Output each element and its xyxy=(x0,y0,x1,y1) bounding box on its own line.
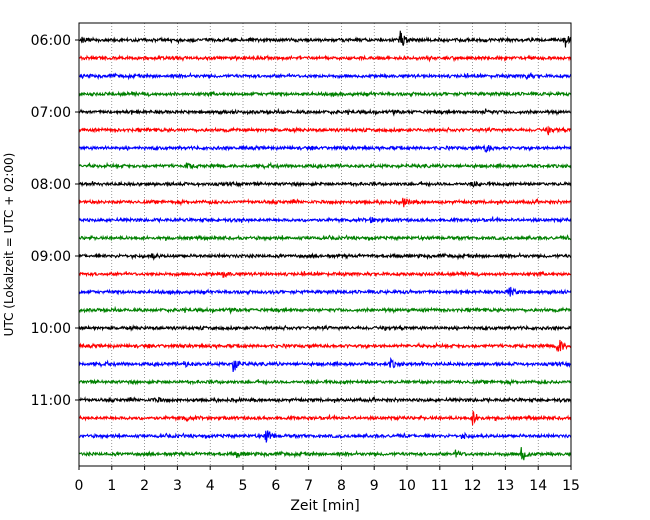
trace-line xyxy=(78,125,572,136)
trace-line xyxy=(78,410,572,426)
trace-line xyxy=(78,286,572,297)
x-tick-label: 14 xyxy=(529,478,547,494)
x-tick-label: 7 xyxy=(304,478,313,494)
x-tick-label: 3 xyxy=(173,478,182,494)
trace-line xyxy=(78,430,572,443)
x-tick-label: 0 xyxy=(75,478,84,494)
grid-lines xyxy=(111,23,539,466)
trace-line xyxy=(78,378,572,387)
y-tick-label: 06:00 xyxy=(31,33,71,49)
trace-line xyxy=(78,107,572,117)
trace-line xyxy=(78,447,572,461)
trace-line xyxy=(78,71,572,81)
x-tick-label: 1 xyxy=(107,478,116,494)
x-tick-label: 10 xyxy=(398,478,416,494)
y-tick-label: 07:00 xyxy=(31,105,71,121)
trace-lines xyxy=(78,30,572,461)
x-tick-label: 2 xyxy=(140,478,149,494)
trace-line xyxy=(78,234,572,242)
trace-line xyxy=(78,305,572,315)
trace-line xyxy=(78,395,572,404)
x-tick-label: 11 xyxy=(431,478,449,494)
trace-line xyxy=(78,324,572,332)
y-tick-label: 11:00 xyxy=(31,393,71,409)
x-tick-label: 8 xyxy=(337,478,346,494)
y-tick-label: 10:00 xyxy=(31,321,71,337)
trace-line xyxy=(78,251,572,261)
x-tick-label: 13 xyxy=(496,478,514,494)
trace-line xyxy=(78,90,572,98)
trace-line xyxy=(78,215,572,224)
x-tick-label: 12 xyxy=(464,478,482,494)
x-tick-label: 9 xyxy=(370,478,379,494)
axis-ticks: 0 1 2 3 4 5 6 7 8 9 10 11 12 13 14 1506:0007:0008:0009:… xyxy=(31,33,580,494)
trace-line xyxy=(79,270,572,279)
trace-line xyxy=(78,30,572,48)
trace-line xyxy=(78,143,572,153)
x-axis-label: Zeit [min] xyxy=(290,498,359,514)
trace-line xyxy=(78,356,572,372)
trace-line xyxy=(78,339,572,353)
x-tick-label: 5 xyxy=(239,478,248,494)
trace-line xyxy=(78,197,572,208)
trace-line xyxy=(78,161,572,170)
y-axis-label: UTC (Lokalzeit = UTC + 02:00) xyxy=(2,153,16,337)
trace-line xyxy=(78,180,572,189)
x-tick-label: 15 xyxy=(562,478,580,494)
y-tick-label: 09:00 xyxy=(31,249,71,265)
x-tick-label: 6 xyxy=(271,478,280,494)
trace-line xyxy=(78,54,572,63)
x-tick-label: 4 xyxy=(206,478,215,494)
y-tick-label: 08:00 xyxy=(31,177,71,193)
plot-frame xyxy=(78,22,572,467)
